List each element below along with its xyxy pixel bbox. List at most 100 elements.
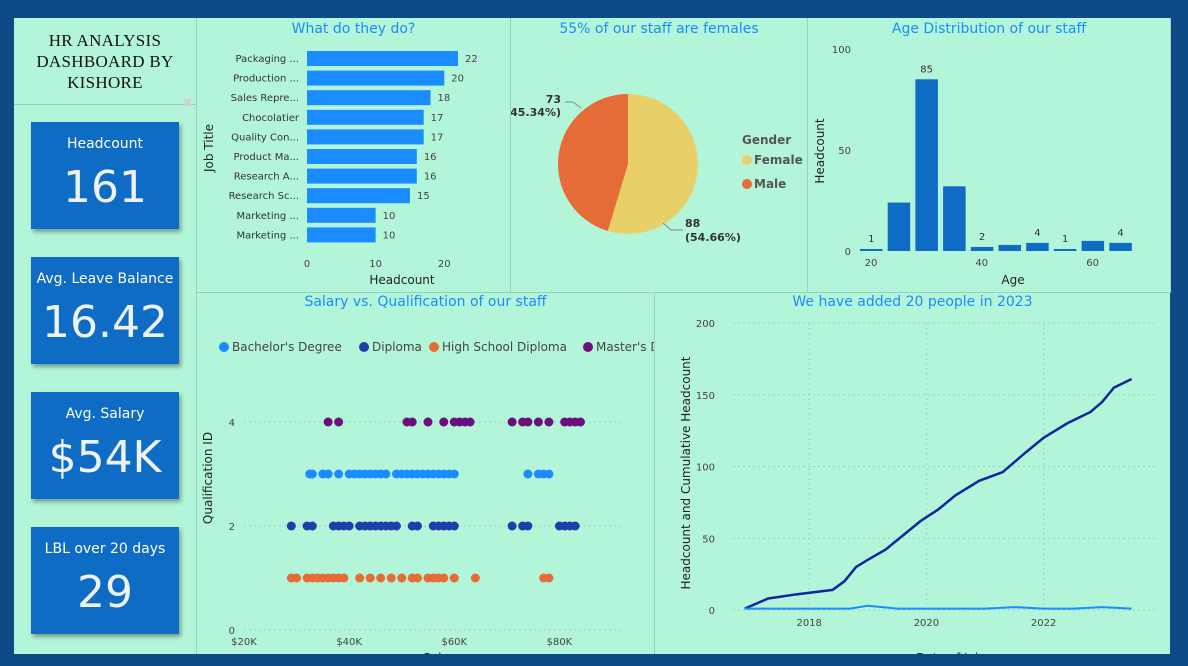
age-bar: [860, 248, 883, 251]
male-connector: [565, 101, 582, 109]
job-category-label: Research A...: [234, 172, 299, 183]
scatter-point: [407, 417, 417, 427]
legend-label: Diploma: [372, 340, 422, 354]
scatter-point: [412, 521, 422, 531]
age-bar: [1109, 242, 1132, 251]
age-value-label: 4: [1034, 228, 1040, 239]
scatter-point: [523, 469, 533, 479]
job-bar: [307, 129, 424, 145]
job-value-label: 20: [451, 74, 464, 85]
scatter-point: [449, 469, 459, 479]
growth-panel: We have added 20 people in 2023 0 50 100 15…: [655, 293, 1170, 654]
job-bar: [307, 207, 376, 223]
card-value: $54K: [48, 432, 162, 483]
age-bar: [970, 246, 994, 251]
scatter-point: [334, 469, 344, 479]
age-bar: [1081, 240, 1105, 251]
age-value-label: 2: [979, 232, 985, 243]
y-axis-label: Headcount: [813, 118, 827, 184]
job-bar: [307, 149, 417, 164]
card-label: Headcount: [66, 136, 144, 152]
x-axis-label: Headcount: [369, 273, 435, 287]
scatter-point: [533, 417, 543, 427]
leave-balance-card[interactable]: Avg. Leave Balance 16.42: [31, 257, 179, 364]
gender-pie-chart: 88(54.66%) 73(45.34%) Gender Female Male: [511, 93, 803, 244]
y-tick-label: 200: [696, 319, 715, 330]
y-tick-label: 50: [702, 534, 715, 545]
x-tick-label: 20: [865, 258, 878, 269]
y-tick-label: 100: [696, 463, 715, 474]
resize-handle[interactable]: [184, 99, 191, 106]
x-tick-label: $80K: [547, 637, 573, 648]
x-tick-label: 2018: [796, 618, 821, 629]
job-value-label: 22: [465, 54, 478, 65]
y-axis-label: Job Title: [202, 124, 216, 173]
avg-salary-card[interactable]: Avg. Salary $54K: [31, 392, 179, 499]
legend-label: High School Diploma: [442, 340, 567, 354]
salary-panel: Salary vs. Qualification of our staff Ba…: [197, 293, 655, 654]
chart-title: What do they do?: [291, 21, 416, 37]
female-legend-marker: [742, 155, 752, 165]
x-tick-label: 10: [369, 259, 382, 270]
job-bar: [307, 188, 410, 204]
job-value-label: 16: [424, 152, 437, 163]
male-legend-marker: [742, 179, 752, 189]
scatter-point: [570, 521, 580, 531]
male-value-label: 73: [546, 93, 561, 106]
female-legend-label: Female: [754, 153, 803, 167]
scatter-point: [355, 573, 365, 583]
legend-marker: [429, 342, 439, 352]
scatter-point: [412, 573, 422, 583]
job-category-label: Production ...: [233, 74, 299, 85]
chart-title: We have added 20 people in 2023: [792, 294, 1033, 310]
scatter-point: [439, 417, 449, 427]
scatter-point: [344, 521, 354, 531]
age-bar: [915, 79, 938, 251]
job-value-label: 17: [431, 113, 444, 124]
job-category-label: Packaging ...: [236, 54, 299, 65]
job-category-label: Marketing ...: [236, 230, 299, 241]
gender-panel: 55% of our staff are females 88 (54.66%) 7…: [511, 18, 808, 293]
scatter-point: [381, 469, 391, 479]
job-bar: [307, 90, 431, 106]
scatter-point: [423, 417, 433, 427]
scatter-point: [575, 417, 585, 427]
scatter-point: [439, 573, 449, 583]
scatter-point: [507, 417, 517, 427]
headcount-card[interactable]: Headcount 161: [31, 122, 179, 229]
female-slice: [607, 94, 698, 235]
scatter-point: [523, 521, 533, 531]
scatter-point: [544, 417, 554, 427]
scatter-point: [449, 573, 459, 583]
job-value-label: 15: [417, 191, 430, 202]
job-category-label: Marketing ...: [236, 211, 299, 222]
y-tick-label: 0: [709, 606, 715, 617]
salary-scatter-chart: Bachelor's Degree Diploma High School Dipl…: [201, 340, 654, 654]
scatter-point: [391, 521, 401, 531]
scatter-point: [339, 573, 349, 583]
x-axis-label: Age: [1001, 273, 1024, 287]
x-tick-label: $20K: [231, 637, 257, 648]
scatter-point: [323, 469, 333, 479]
x-axis-label: Salary: [423, 651, 461, 654]
x-tick-label: $40K: [336, 637, 362, 648]
job-category-label: Research Sc...: [229, 191, 299, 202]
cumulative-line: [744, 377, 1133, 610]
scatter-point: [292, 573, 302, 583]
scatter-point: [470, 573, 480, 583]
age-value-label: 1: [868, 234, 874, 245]
title-line: DASHBOARD BY: [36, 51, 174, 71]
y-tick-label: 50: [838, 146, 851, 157]
job-value-label: 16: [424, 172, 437, 183]
legend-title: Gender: [742, 133, 791, 147]
card-value: 29: [77, 567, 133, 618]
job-bar: [307, 227, 376, 243]
age-panel: Age Distribution of our staff 1 85 2 4 1 4 0 50…: [808, 18, 1171, 293]
female-value-label: 88: [685, 217, 700, 230]
dashboard-canvas: HR ANALYSIS DASHBOARD BY KISHORE Headcou…: [14, 18, 1171, 654]
lbl-card[interactable]: LBL over 20 days 29: [31, 527, 179, 634]
job-value-label: 10: [383, 230, 396, 241]
card-value: 16.42: [42, 297, 168, 348]
x-tick-label: 0: [304, 259, 310, 270]
female-connector: [662, 222, 683, 231]
